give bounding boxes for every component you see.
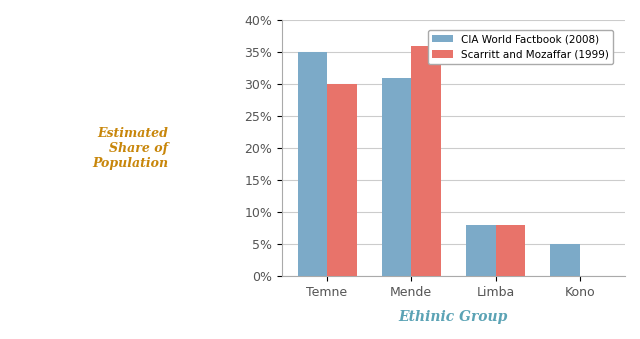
Bar — [495, 225, 525, 276]
Bar — [550, 244, 580, 276]
X-axis label: Ethinic Group: Ethinic Group — [399, 310, 508, 324]
Legend: CIA World Factbook (2008), Scarritt and Mozaffar (1999): CIA World Factbook (2008), Scarritt and … — [428, 30, 613, 64]
Y-axis label: Estimated
Share of
Population: Estimated Share of Population — [92, 126, 168, 170]
Bar — [412, 46, 441, 276]
Bar — [327, 84, 356, 276]
Bar — [382, 78, 412, 276]
Bar — [466, 225, 495, 276]
Bar — [298, 52, 327, 276]
